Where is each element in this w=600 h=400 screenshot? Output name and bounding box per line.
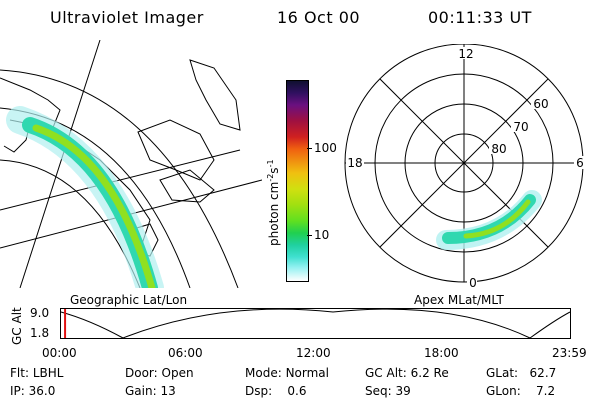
colorbar bbox=[286, 80, 309, 282]
coastline bbox=[137, 119, 215, 181]
mlt-label-18: 18 bbox=[347, 156, 362, 170]
lat-circle bbox=[0, 69, 239, 288]
polar-aurora-core bbox=[463, 199, 531, 239]
geographic-panel-label: Geographic Lat/Lon bbox=[70, 293, 188, 307]
time-tick-1800: 18:00 bbox=[424, 346, 459, 360]
gcalt-readout: GC Alt: 6.2 Re bbox=[365, 366, 449, 380]
colorbar-tick-100: 100 bbox=[314, 141, 337, 155]
altitude-axis-label: GC Alt bbox=[10, 307, 24, 345]
colorbar-tick-10: 10 bbox=[314, 228, 330, 242]
seq-readout: Seq: 39 bbox=[365, 384, 411, 398]
coastline bbox=[189, 59, 241, 131]
mlt-label-0: 0 bbox=[469, 276, 477, 290]
time-label: 00:11:33 UT bbox=[428, 8, 532, 27]
colorbar-tick bbox=[307, 148, 312, 149]
polar-panel-label: Apex MLat/MLT bbox=[414, 293, 504, 307]
altitude-curve bbox=[60, 308, 571, 339]
time-tick-1200: 12:00 bbox=[296, 346, 331, 360]
mlat-label-70: 70 bbox=[513, 120, 528, 134]
altitude-plot bbox=[60, 308, 571, 339]
ip-readout: IP: 36.0 bbox=[10, 384, 56, 398]
altitude-tick-low: 1.8 bbox=[30, 326, 50, 340]
polar-plot: 12 18 6 0 60 70 80 bbox=[344, 44, 584, 290]
mlt-label-12: 12 bbox=[458, 47, 473, 61]
date-label: 16 Oct 00 bbox=[277, 8, 361, 27]
geographic-map bbox=[0, 40, 262, 288]
time-tick-0000: 00:00 bbox=[42, 346, 77, 360]
altitude-plot-frame bbox=[60, 308, 571, 339]
mode-readout: Mode: Normal bbox=[245, 366, 329, 380]
coastline bbox=[159, 169, 215, 203]
colorbar-unit-label: photon cm-2s-1 bbox=[266, 159, 281, 246]
colorbar-tick bbox=[307, 235, 312, 236]
time-tick-0600: 06:00 bbox=[168, 346, 203, 360]
mlt-label-6: 6 bbox=[576, 156, 584, 170]
filter-readout: Flt: LBHL bbox=[10, 366, 64, 380]
aurora-band-outer bbox=[6, 106, 164, 288]
gain-readout: Gain: 13 bbox=[125, 384, 176, 398]
altitude-tick-high: 9.0 bbox=[30, 306, 50, 320]
time-tick-2359: 23:59 bbox=[552, 346, 587, 360]
meridian-line bbox=[19, 40, 101, 288]
door-readout: Door: Open bbox=[125, 366, 194, 380]
mlat-label-80: 80 bbox=[491, 142, 506, 156]
dsp-readout: Dsp: 0.6 bbox=[245, 384, 307, 398]
glat-readout: GLat: 62.7 bbox=[486, 366, 557, 380]
mlat-label-60: 60 bbox=[533, 97, 548, 111]
aurora-band-core bbox=[32, 124, 156, 288]
glon-readout: GLon: 7.2 bbox=[486, 384, 556, 398]
app-title: Ultraviolet Imager bbox=[50, 8, 204, 27]
polar-diagonal bbox=[379, 78, 549, 248]
